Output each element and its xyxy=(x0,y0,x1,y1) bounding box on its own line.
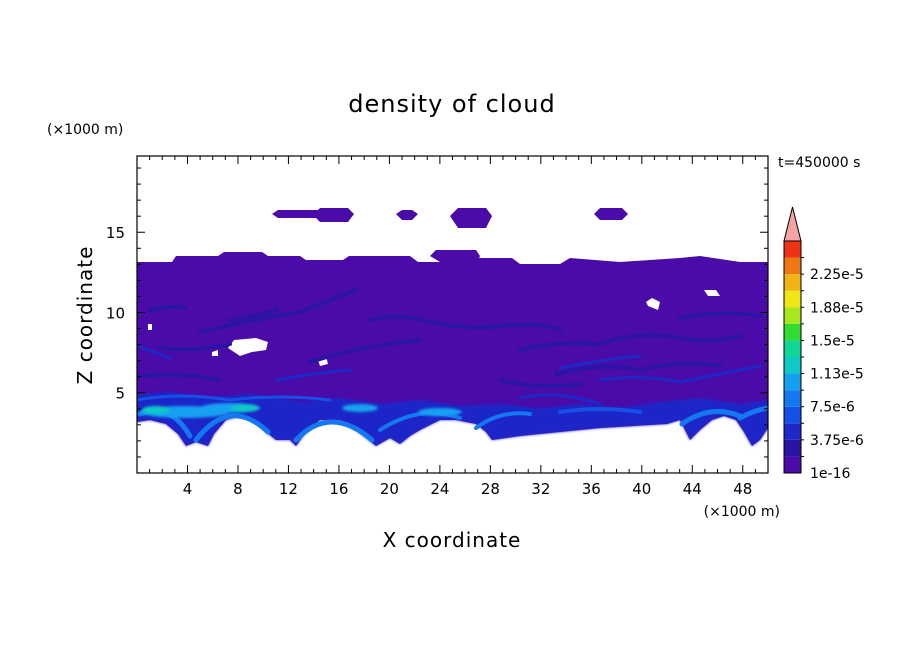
base-arcs xyxy=(137,394,768,443)
dense-streaks xyxy=(137,288,762,389)
x-tick-label: 40 xyxy=(632,480,651,498)
medium-streaks xyxy=(137,344,762,406)
colorbar-level xyxy=(784,290,801,308)
colorbar-label: 7.5e-6 xyxy=(810,400,855,416)
clear-gap xyxy=(212,350,218,356)
colorbar-level xyxy=(784,406,801,424)
colorbar-label: 3.75e-6 xyxy=(810,433,864,449)
colorbar-level xyxy=(784,390,801,407)
clear-gap xyxy=(228,338,268,356)
colorbar-level xyxy=(784,241,801,258)
colorbar-level xyxy=(784,456,801,473)
x-tick-label: 8 xyxy=(233,480,243,498)
colorbar-overflow-arrow xyxy=(783,206,802,242)
x-tick-label: 32 xyxy=(531,480,550,498)
base-layer-medium xyxy=(137,392,768,446)
colorbar-level xyxy=(784,257,801,275)
colorbar-label: 1.88e-5 xyxy=(810,300,864,316)
x-tick-label: 20 xyxy=(380,480,399,498)
chart-title: density of cloud xyxy=(348,90,555,118)
colorbar-level xyxy=(784,307,801,324)
upper-cloud-patch xyxy=(450,208,492,228)
x-tick-label: 24 xyxy=(430,480,449,498)
x-tick-label: 4 xyxy=(183,480,193,498)
x-tick-label: 28 xyxy=(481,480,500,498)
upper-cloud-patch xyxy=(594,208,628,220)
colorbar-label: 1.13e-5 xyxy=(810,367,864,383)
colorbar-label: 2.25e-5 xyxy=(810,267,864,283)
time-label: t=450000 s xyxy=(778,155,860,171)
upper-cloud-patch xyxy=(396,210,418,220)
x-tick-label: 16 xyxy=(329,480,348,498)
clear-gap xyxy=(704,290,720,296)
y-tick-label: 10 xyxy=(106,304,125,322)
upper-cloud-patch xyxy=(430,250,480,270)
x-tick-label: 44 xyxy=(683,480,702,498)
x-axis-label: X coordinate xyxy=(383,528,522,552)
colorbar-level xyxy=(784,439,801,457)
max-density-region xyxy=(140,403,462,418)
x-tick-label: 12 xyxy=(279,480,298,498)
colorbar-level xyxy=(784,323,801,341)
colorbar-level xyxy=(784,274,801,291)
x-tick-label: 48 xyxy=(733,480,752,498)
colorbar-label: 1e-16 xyxy=(810,466,850,482)
x-tick-label: 36 xyxy=(582,480,601,498)
x-unit-label: (×1000 m) xyxy=(704,504,780,520)
y-tick-label: 5 xyxy=(115,385,125,403)
colorbar-label: 1.5e-5 xyxy=(810,333,855,349)
y-axis-label: Z coordinate xyxy=(73,246,97,385)
colorbar-level xyxy=(784,423,801,440)
upper-cloud-patch xyxy=(272,208,354,222)
colorbar-level xyxy=(784,340,801,357)
y-unit-label: (×1000 m) xyxy=(47,122,123,138)
clear-gap xyxy=(148,324,152,330)
plot-area xyxy=(137,208,768,446)
colorbar-level xyxy=(784,373,801,391)
y-tick-label: 15 xyxy=(106,224,125,242)
clear-gap xyxy=(646,298,660,310)
colorbar-level xyxy=(784,357,801,374)
colorbar: 1e-16 3.75e-6 7.5e-6 1.13e-5 1.5e-5 1.88e-5 2.… xyxy=(783,206,864,482)
